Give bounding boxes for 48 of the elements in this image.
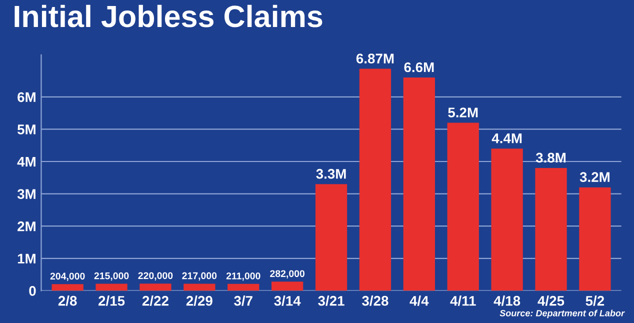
bar xyxy=(491,148,523,291)
bar xyxy=(315,184,348,291)
bar xyxy=(228,284,260,291)
data-label: 215,000 xyxy=(94,272,129,281)
y-tick-label: 5M xyxy=(17,124,36,134)
source-note: Source: Department of Labor xyxy=(500,310,625,318)
chart-title: Initial Jobless Claims xyxy=(14,4,322,28)
y-tick-label: 1M xyxy=(18,254,36,264)
y-tick-label: 4M xyxy=(17,156,36,167)
y-tick-label: 3M xyxy=(17,189,36,199)
x-tick-label: 2/22 xyxy=(142,296,168,306)
x-tick-label: 3/7 xyxy=(234,296,252,306)
data-label: 5.2M xyxy=(448,108,478,118)
x-tick-label: 2/29 xyxy=(186,296,212,306)
bar xyxy=(535,168,567,291)
x-tick-label: 4/11 xyxy=(450,296,476,306)
bar xyxy=(579,187,611,291)
data-label: 6.87M xyxy=(356,54,394,64)
data-label: 211,000 xyxy=(226,272,260,281)
data-label: 3.2M xyxy=(580,172,610,182)
bar xyxy=(140,284,172,291)
x-tick-label: 3/28 xyxy=(362,296,388,306)
data-label: 220,000 xyxy=(138,272,173,280)
data-label: 217,000 xyxy=(182,272,217,281)
data-label: 3.8M xyxy=(536,152,566,163)
data-label: 4.4M xyxy=(492,134,522,144)
bar xyxy=(184,284,216,291)
x-tick-label: 2/15 xyxy=(98,296,125,306)
data-label: 3.3M xyxy=(316,168,346,179)
y-tick-label: 2M xyxy=(18,221,36,232)
bar xyxy=(52,284,84,291)
x-tick-label: 4/25 xyxy=(538,296,564,306)
x-tick-label: 3/21 xyxy=(318,296,344,306)
bar xyxy=(359,68,392,291)
x-tick-label: 4/18 xyxy=(494,296,520,306)
bar xyxy=(447,122,479,291)
data-label: 282,000 xyxy=(270,270,304,278)
bar xyxy=(403,78,435,291)
bar xyxy=(271,282,304,291)
x-tick-label: 3/14 xyxy=(274,296,301,306)
x-tick-label: 2/8 xyxy=(58,296,77,306)
data-label: 6.6M xyxy=(404,62,434,72)
bar xyxy=(96,284,128,291)
y-tick-label: 0 xyxy=(29,286,36,296)
x-tick-label: 4/4 xyxy=(410,296,429,306)
y-tick-label: 6M xyxy=(18,92,36,102)
x-tick-label: 5/2 xyxy=(586,296,604,306)
data-label: 204,000 xyxy=(50,272,85,282)
